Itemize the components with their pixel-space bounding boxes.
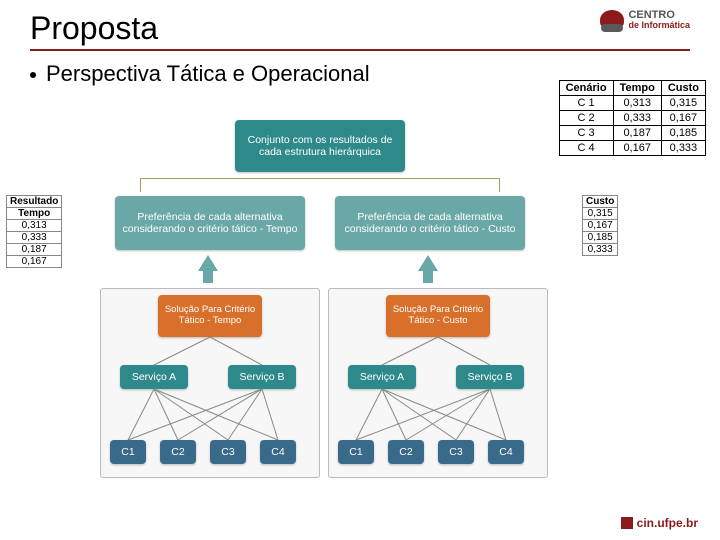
th-cenario: Cenário	[559, 81, 613, 96]
th-custo: Custo	[661, 81, 705, 96]
title-row: Proposta CENTRO de Informática	[30, 10, 690, 51]
logo-line3: Informática	[641, 20, 690, 30]
page-title: Proposta	[30, 10, 158, 47]
logo-line2: de	[628, 20, 639, 30]
custo-table: Custo 0,315 0,167 0,185 0,333	[582, 195, 618, 256]
th-tempo: Tempo	[613, 81, 661, 96]
header-logo: CENTRO de Informática	[600, 10, 690, 30]
tempo-table: Resultado Tempo 0,313 0,333 0,187 0,167	[6, 195, 62, 268]
table-row: C 10,3130,315	[559, 96, 705, 111]
table-row: C 30,1870,185	[559, 126, 705, 141]
slide: Proposta CENTRO de Informática Perspecti…	[0, 0, 720, 540]
bullet-text: Perspectiva Tática e Operacional	[46, 61, 370, 86]
diagram: Conjunto com os resultados de cada estru…	[80, 120, 570, 520]
connector-lines	[80, 120, 570, 520]
footer-text: cin.ufpe.br	[637, 516, 698, 530]
footer-logo: cin.ufpe.br	[621, 516, 698, 530]
th-tempo2: Tempo	[7, 208, 62, 220]
table-row: C 20,3330,167	[559, 111, 705, 126]
table-header-row: Cenário Tempo Custo	[559, 81, 705, 96]
bullet-icon	[30, 72, 36, 78]
th-custo2: Custo	[583, 196, 618, 208]
logo-icon	[600, 10, 624, 30]
scenario-table: Cenário Tempo Custo C 10,3130,315 C 20,3…	[559, 80, 706, 156]
logo-text: CENTRO de Informática	[628, 10, 690, 30]
table-row: C 40,1670,333	[559, 141, 705, 156]
th-resultado: Resultado	[7, 196, 62, 208]
